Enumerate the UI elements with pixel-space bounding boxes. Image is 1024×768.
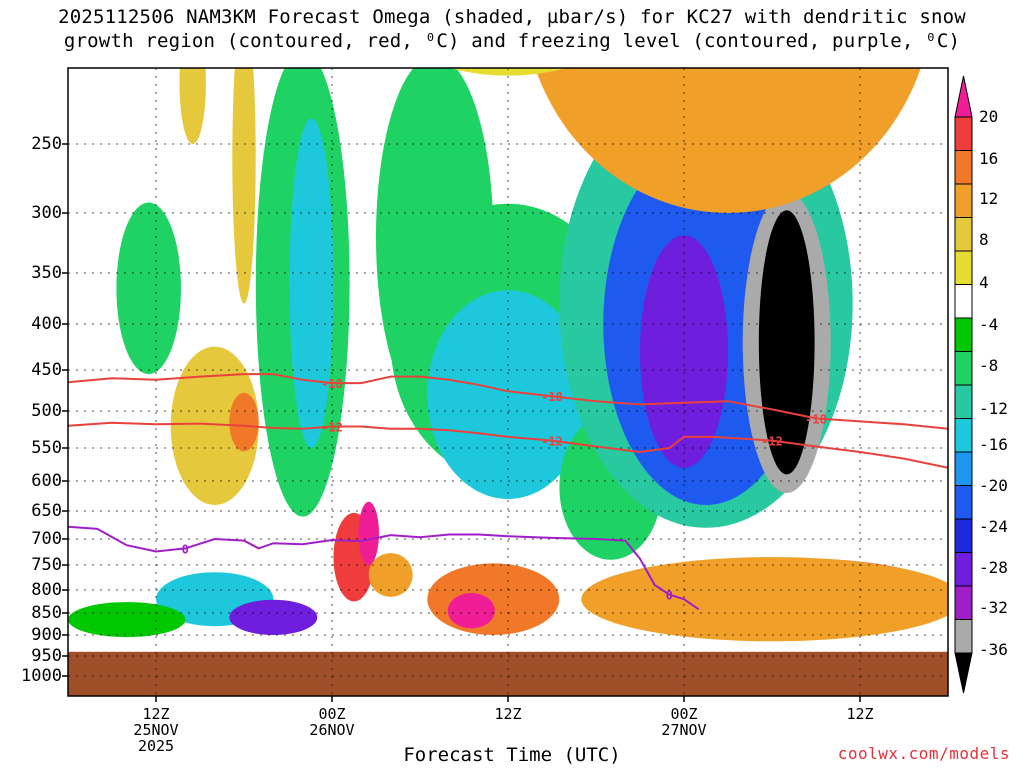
colorbar-segment xyxy=(954,284,973,319)
colorbar-label: -16 xyxy=(979,435,1008,454)
colorbar-segment xyxy=(954,585,973,620)
colorbar-segment xyxy=(954,485,973,520)
omega-cell xyxy=(449,68,567,76)
chart-title-line1: 2025112506 NAM3KM Forecast Omega (shaded… xyxy=(58,6,966,28)
y-tick-label: 350 xyxy=(31,263,62,283)
omega-cell xyxy=(581,557,948,642)
colorbar-label: -4 xyxy=(979,315,999,334)
y-tick-label: 900 xyxy=(31,625,62,645)
dendritic-contour xyxy=(68,421,948,469)
y-tick-label: 700 xyxy=(31,529,62,549)
omega-cell xyxy=(368,553,413,597)
y-tick-label: 600 xyxy=(31,471,62,491)
y-tick-label: 750 xyxy=(31,555,62,575)
chart-title-line2: growth region (contoured, red, ⁰C) and f… xyxy=(63,30,961,52)
omega-cell xyxy=(358,501,380,565)
colorbar-segment xyxy=(954,116,973,151)
contour-label: -12 xyxy=(541,435,563,449)
contour-label: -18 xyxy=(541,390,563,404)
y-tick-label: 950 xyxy=(31,646,62,666)
credit-text: coolwx.com/models xyxy=(837,744,1010,763)
colorbar-segment xyxy=(954,619,973,654)
colorbar-segment xyxy=(954,250,973,285)
colorbar-segment xyxy=(954,317,973,352)
colorbar-label: 8 xyxy=(979,230,989,249)
colorbar-segment xyxy=(954,451,973,486)
colorbar-label: 16 xyxy=(979,149,999,168)
colorbar xyxy=(954,75,973,694)
x-tick-label: 26NOV xyxy=(309,721,355,739)
contour-label: -12 xyxy=(321,421,343,435)
contour-lines: -18 -18 -18 -12 -12 -12 0 0 xyxy=(68,373,948,611)
contour-label: -18 xyxy=(805,412,827,426)
colorbar-segment xyxy=(954,150,973,185)
omega-cell xyxy=(229,599,318,636)
y-tick-label: 1000 xyxy=(21,666,62,686)
omega-cell xyxy=(68,602,186,638)
omega-cell xyxy=(447,593,495,629)
contour-label: 0 xyxy=(182,542,189,556)
colorbar-segment xyxy=(954,351,973,386)
omega-cell xyxy=(170,346,259,505)
axis-ticks xyxy=(62,143,861,702)
grid-lines xyxy=(68,68,948,696)
omega-cell xyxy=(427,290,589,499)
y-tick-label: 550 xyxy=(31,438,62,458)
dendritic-contour xyxy=(68,373,948,430)
ground-region xyxy=(68,651,948,696)
colorbar-top-arrow xyxy=(954,75,973,118)
colorbar-label: 20 xyxy=(979,107,999,126)
y-tick-label: 450 xyxy=(31,360,62,380)
omega-field xyxy=(68,68,948,642)
omega-cell xyxy=(758,210,815,475)
colorbar-label: 4 xyxy=(979,273,989,292)
omega-cell xyxy=(427,563,560,635)
x-tick-label: 12Z xyxy=(846,705,874,723)
colorbar-label: -8 xyxy=(979,356,999,375)
x-tick-label: 12Z xyxy=(142,705,170,723)
colorbar-segment xyxy=(954,518,973,553)
x-tick-label: 00Z xyxy=(670,705,698,723)
x-tick-label: 27NOV xyxy=(661,721,707,739)
contour-label: 0 xyxy=(666,589,673,603)
omega-cell xyxy=(116,202,181,375)
y-tick-label: 250 xyxy=(31,134,62,154)
omega-cell xyxy=(179,68,206,144)
x-tick-label: 12Z xyxy=(494,705,522,723)
y-tick-label: 500 xyxy=(31,401,62,421)
y-tick-label: 400 xyxy=(31,314,62,334)
ground-fill xyxy=(68,651,948,696)
omega-cell xyxy=(640,235,728,468)
contour-label: -12 xyxy=(761,435,783,449)
x-tick-label: 25NOV xyxy=(133,721,179,739)
colorbar-label: -28 xyxy=(979,558,1008,577)
omega-cell xyxy=(535,68,921,213)
colorbar-label: -24 xyxy=(979,517,1008,536)
colorbar-label: -12 xyxy=(979,399,1008,418)
colorbar-segment xyxy=(954,418,973,453)
colorbar-label: -20 xyxy=(979,476,1008,495)
colorbar-segment xyxy=(954,183,973,218)
x-tick-label: 00Z xyxy=(318,705,346,723)
contour-label: -18 xyxy=(321,377,343,391)
freezing-contour xyxy=(68,525,700,611)
x-tick-label: 2025 xyxy=(137,737,175,755)
colorbar-bottom-arrow xyxy=(954,652,973,694)
y-tick-label: 800 xyxy=(31,580,62,600)
colorbar-segment xyxy=(954,384,973,419)
y-tick-label: 300 xyxy=(31,203,62,223)
omega-cell xyxy=(289,118,334,448)
colorbar-segment xyxy=(954,217,973,252)
y-tick-label: 650 xyxy=(31,501,62,521)
colorbar-label: -32 xyxy=(979,598,1008,617)
colorbar-segment xyxy=(954,552,973,587)
omega-cell xyxy=(232,68,256,304)
colorbar-label: 12 xyxy=(979,189,999,208)
y-tick-label: 850 xyxy=(31,603,62,623)
omega-cell xyxy=(229,392,259,452)
colorbar-label: -36 xyxy=(979,640,1008,659)
x-axis-title: Forecast Time (UTC) xyxy=(403,744,621,766)
